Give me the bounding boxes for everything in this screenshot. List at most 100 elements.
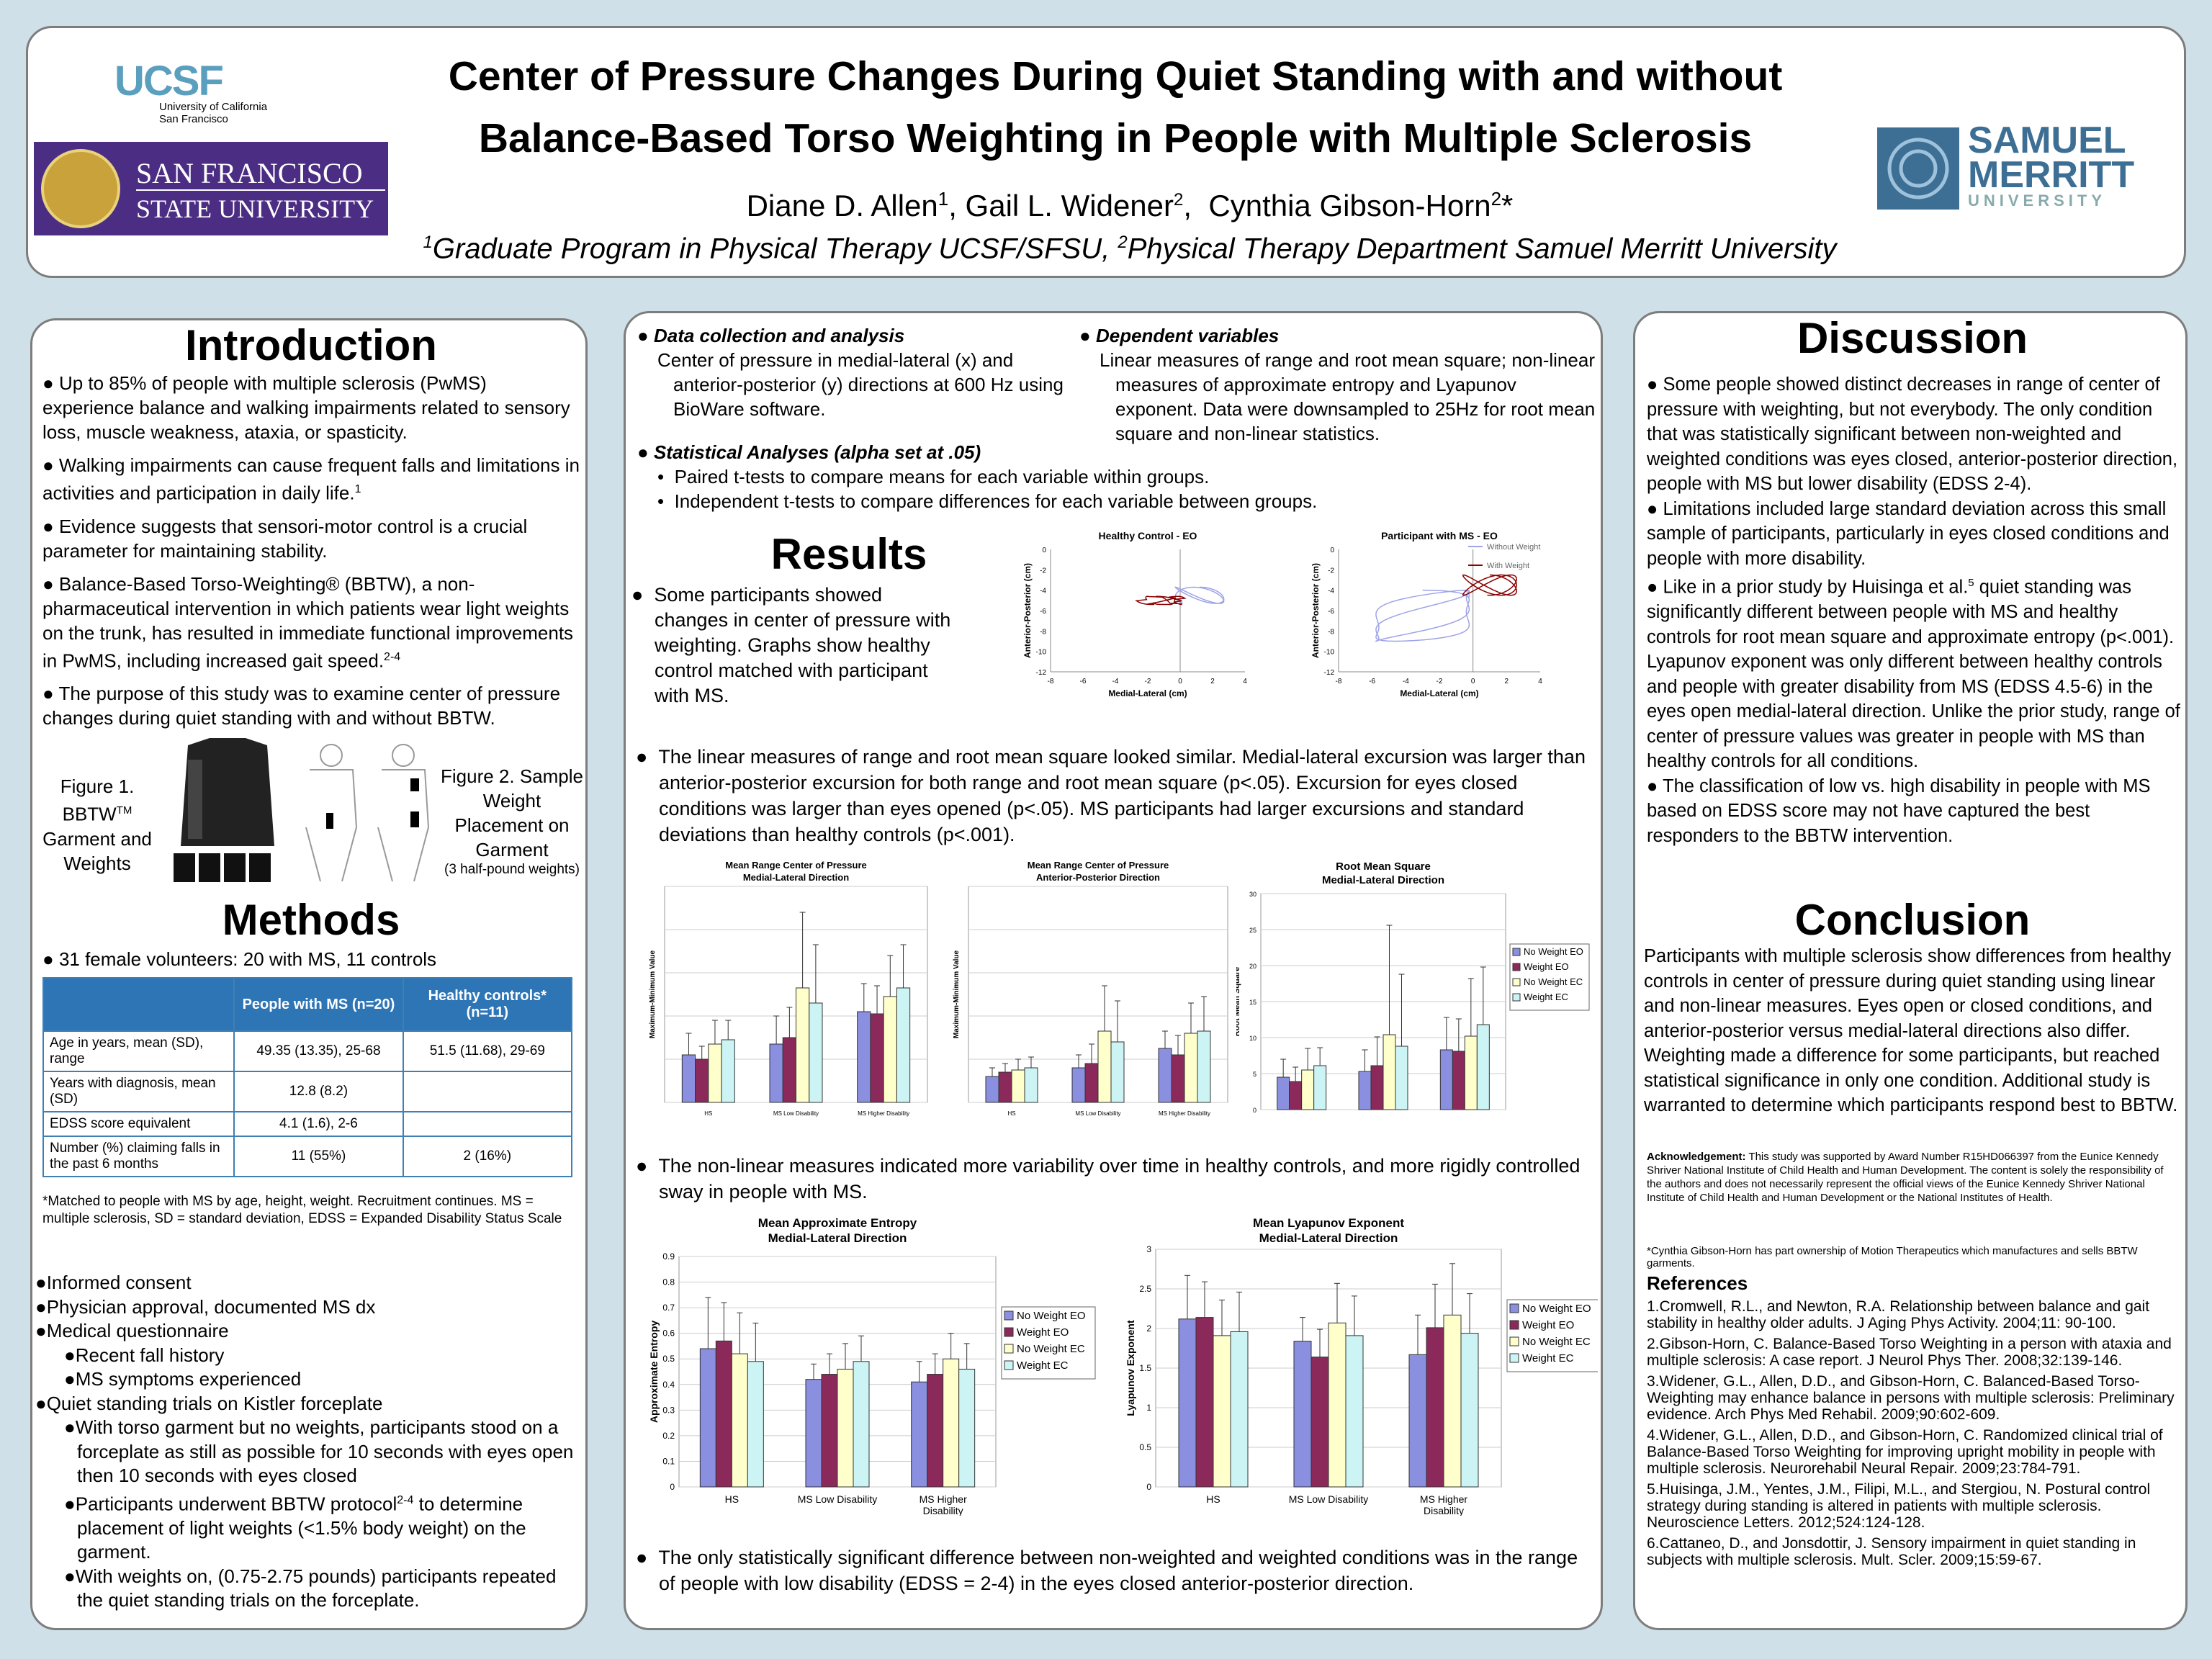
- y-tick-label: 0: [670, 1482, 675, 1492]
- bar: [1097, 1030, 1112, 1103]
- methods-subitem: ●Participants underwent BBTW protocol2-4…: [64, 1493, 526, 1563]
- y-tick-label: 5: [1253, 1071, 1256, 1078]
- cop-x-tick: 0: [1178, 678, 1182, 685]
- bar: [1460, 1333, 1479, 1488]
- smu-shield-icon: [1877, 127, 1959, 210]
- bar: [1358, 1071, 1372, 1110]
- methods-item: ●Quiet standing trials on Kistler forcep…: [35, 1392, 383, 1414]
- bar: [853, 1361, 870, 1488]
- bar: [1395, 1046, 1408, 1110]
- y-tick-label: 25: [1249, 927, 1256, 934]
- bar: [1230, 1331, 1249, 1488]
- references-list: 1.Cromwell, R.L., and Newton, R.A. Relat…: [1647, 1298, 2180, 1573]
- chart-title: Medial-Lateral Direction: [743, 872, 849, 883]
- legend-label: No Weight EC: [1524, 976, 1583, 987]
- legend-swatch: [1512, 978, 1521, 986]
- ucsf-sub2: San Francisco: [159, 113, 228, 125]
- ucsf-logo-text: UCSF: [114, 58, 224, 104]
- y-tick-label: 0.6: [662, 1328, 675, 1339]
- smu-logo: SAMUEL MERRITT UNIVERSITY: [1968, 122, 2134, 210]
- methods-subitem: ●MS symptoms experienced: [64, 1368, 302, 1390]
- ucsf-sub1: University of California: [159, 101, 268, 113]
- cop-y-tick: -2: [1328, 567, 1334, 575]
- cop-x-tick: 0: [1471, 678, 1475, 685]
- bar: [1310, 1357, 1329, 1488]
- table-row: Years with diagnosis, mean (SD) 12.8 (8.2…: [42, 1071, 573, 1112]
- title-line2: Balance-Based Torso Weighting in People …: [478, 115, 1753, 161]
- bar: [1071, 1067, 1086, 1103]
- cop-x-tick: 4: [1538, 678, 1542, 685]
- bar: [1293, 1341, 1312, 1488]
- chart-title: Medial-Lateral Direction: [1259, 1231, 1398, 1245]
- cop-chart-healthy-control: Healthy Control - EO0-2-4-6-8-10-12-8 -6-…: [1015, 529, 1267, 709]
- bar: [1452, 1051, 1465, 1110]
- references-heading: References: [1647, 1272, 1748, 1294]
- bar: [1301, 1069, 1315, 1110]
- discussion-body: ● Some people showed distinct decreases …: [1647, 372, 2182, 848]
- sfsu-seal-icon: [41, 149, 120, 228]
- cop-x-tick: -6: [1080, 678, 1087, 685]
- y-tick-label: 30: [1249, 891, 1256, 898]
- table-row: EDSS score equivalent 4.1 (1.6), 2-6: [42, 1111, 573, 1137]
- cop-y-tick: 0: [1042, 547, 1046, 554]
- y-tick-label: 15: [1249, 999, 1256, 1006]
- dependent-variables-block: ● Dependent variables Linear measures of…: [1079, 323, 1598, 446]
- chart-title: Mean Range Center of Pressure: [1028, 860, 1169, 871]
- cop-chart-title: Healthy Control - EO: [1099, 530, 1197, 541]
- cop-y-tick: -12: [1036, 669, 1047, 677]
- methods-subitem: ●With torso garment but no weights, part…: [64, 1416, 574, 1486]
- bar: [1382, 1034, 1396, 1110]
- cop-chart-ms-participant: Participant with MS - EO0-2-4-6-8-10-12-…: [1303, 529, 1591, 709]
- dependent-variables-text: Linear measures of range and root mean s…: [1100, 349, 1596, 444]
- legend-swatch: [1509, 1320, 1519, 1330]
- legend-label: No Weight EC: [1017, 1343, 1085, 1355]
- y-axis-label: Lyapunov Exponent: [1125, 1320, 1136, 1416]
- sfsu-line2: STATE UNIVERSITY: [136, 194, 374, 223]
- intro-bullet-2: ● Walking impairments can cause frequent…: [42, 454, 580, 504]
- cop-y-tick: -4: [1040, 588, 1046, 595]
- y-tick-label: 0.1: [662, 1456, 675, 1466]
- bar: [1084, 1063, 1099, 1103]
- y-tick-label: 0.8: [662, 1277, 675, 1287]
- bar: [1345, 1335, 1364, 1488]
- bar: [1197, 1030, 1211, 1103]
- chart-range-ap: Mean Range Center of PressureAnterior-Po…: [940, 858, 1235, 1117]
- y-axis-label: Maximum-Minimum Value: [953, 950, 961, 1038]
- intro-body: ● Up to 85% of people with multiple scle…: [42, 371, 583, 739]
- stats-item-1: • Paired t-tests to compare means for ea…: [657, 466, 1210, 487]
- legend: [1001, 1306, 1096, 1380]
- y-tick-label: 0.5: [1139, 1442, 1151, 1452]
- reference-item: 6.Cattaneo, D., and Jonsdottir, J. Senso…: [1647, 1535, 2136, 1568]
- chart-title: Medial-Lateral Direction: [1322, 874, 1444, 886]
- y-tick-label: 10: [1249, 1035, 1256, 1042]
- reference-item: 3.Widener, G.L., Allen, D.D., and Gibson…: [1647, 1373, 2175, 1423]
- legend: [1506, 1299, 1598, 1372]
- smu-line3: UNIVERSITY: [1968, 192, 2107, 210]
- legend-swatch: [1004, 1310, 1014, 1321]
- bar: [1178, 1318, 1197, 1488]
- results-bullet-3: ● The non-linear measures indicated more…: [636, 1155, 1581, 1202]
- cop-x-tick: -2: [1437, 678, 1443, 685]
- acknowledgement: Acknowledgement: This study was supporte…: [1647, 1151, 2164, 1204]
- bar: [870, 1013, 884, 1103]
- legend-label: Weight EC: [1017, 1359, 1069, 1372]
- title-line1: Center of Pressure Changes During Quiet …: [448, 53, 1783, 99]
- cop-x-tick: 2: [1505, 678, 1509, 685]
- bar: [796, 987, 810, 1103]
- fig1-caption: Figure 1. BBTWTM Garment and Weights: [42, 775, 152, 874]
- sfsu-line1: SAN FRANCISCO: [136, 157, 363, 189]
- affiliations: 1Graduate Program in Physical Therapy UC…: [423, 233, 1837, 265]
- x-tick-label: HS: [1206, 1493, 1220, 1505]
- legend-label: No Weight EO: [1524, 946, 1583, 957]
- bar: [1328, 1322, 1346, 1488]
- bar: [896, 987, 911, 1103]
- y-tick-label: 0.2: [662, 1431, 675, 1441]
- bar: [782, 1037, 796, 1103]
- x-tick-label: HS: [725, 1493, 739, 1505]
- stats-title: Statistical Analyses (alpha set at .05): [653, 441, 981, 463]
- cop-y-tick: -4: [1328, 588, 1334, 595]
- fig2-caption: Figure 2. Sample Weight Placement on Gar…: [441, 765, 583, 877]
- bar: [1110, 1041, 1125, 1103]
- cop-trace-with-weight: [1135, 595, 1187, 606]
- x-tick-label: HS: [704, 1110, 712, 1117]
